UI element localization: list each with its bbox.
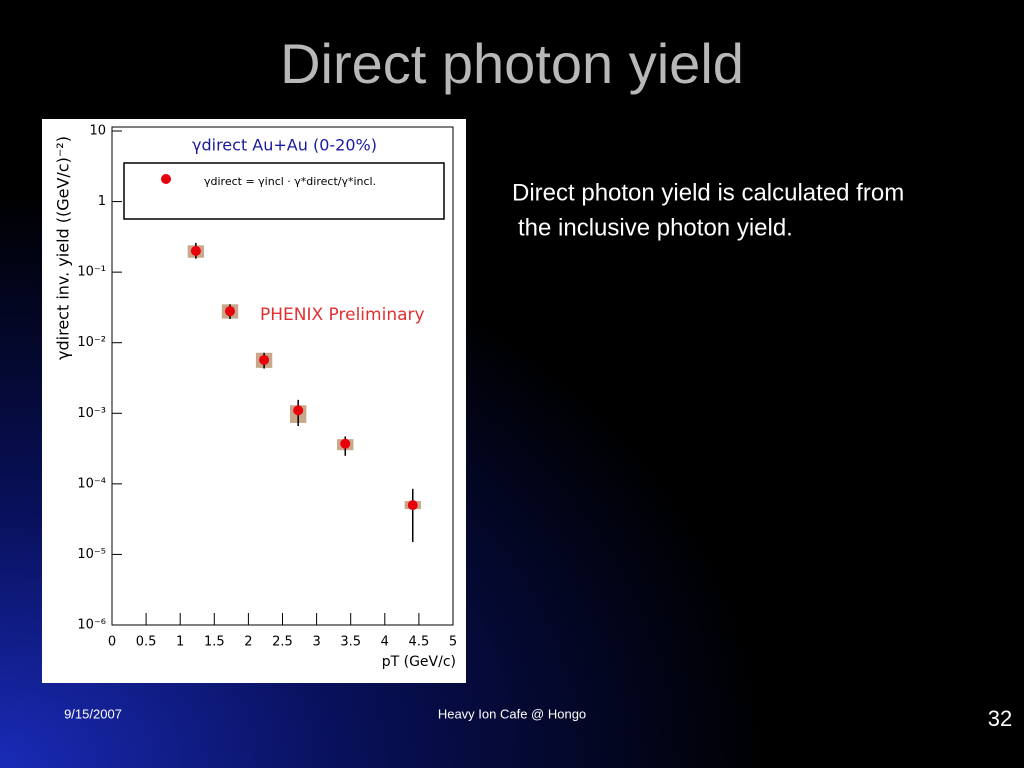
y-tick-label: 10 bbox=[89, 124, 106, 139]
x-tick-label: 2.5 bbox=[272, 635, 293, 650]
x-tick-label: 4.5 bbox=[409, 635, 430, 650]
annotation: PHENIX Preliminary bbox=[260, 305, 425, 325]
y-tick-label: 10⁻⁴ bbox=[77, 476, 106, 491]
chart-title: γdirect Au+Au (0-20%) bbox=[192, 136, 377, 155]
x-tick-label: 1 bbox=[176, 635, 184, 650]
x-tick-label: 3.5 bbox=[340, 635, 361, 650]
x-tick-label: 5 bbox=[449, 635, 457, 650]
x-tick-label: 2 bbox=[244, 635, 252, 650]
footer-text: Heavy Ion Cafe @ Hongo bbox=[438, 706, 586, 721]
chart-panel bbox=[42, 119, 466, 683]
y-tick-label: 10⁻¹ bbox=[77, 265, 106, 280]
x-axis-label: pT (GeV/c) bbox=[382, 654, 456, 670]
y-axis-label: γdirect inv. yield ((GeV/c)⁻²) bbox=[54, 136, 73, 360]
x-tick-label: 0 bbox=[108, 635, 116, 650]
x-tick-label: 0.5 bbox=[136, 635, 157, 650]
data-point bbox=[224, 306, 235, 317]
y-tick-label: 10⁻³ bbox=[77, 406, 106, 421]
y-tick-label: 10⁻⁵ bbox=[77, 547, 106, 562]
slide-title: Direct photon yield bbox=[280, 32, 744, 95]
data-point bbox=[259, 354, 270, 365]
body-text: the inclusive photon yield. bbox=[518, 214, 793, 241]
data-point bbox=[190, 245, 201, 256]
legend-box bbox=[123, 162, 445, 220]
footer-date: 9/15/2007 bbox=[64, 706, 122, 721]
data-point bbox=[293, 405, 304, 416]
data-point bbox=[340, 438, 351, 449]
legend-label: γdirect = γincl · γ*direct/γ*incl. bbox=[204, 175, 376, 188]
data-point bbox=[407, 500, 418, 511]
body-text: Direct photon yield is calculated from bbox=[512, 179, 904, 206]
y-tick-label: 1 bbox=[98, 194, 106, 209]
y-tick-label: 10⁻² bbox=[77, 335, 106, 350]
y-tick-label: 10⁻⁶ bbox=[77, 618, 106, 633]
legend-marker bbox=[161, 174, 171, 184]
x-tick-label: 3 bbox=[312, 635, 320, 650]
x-tick-label: 1.5 bbox=[204, 635, 225, 650]
page-number: 32 bbox=[988, 706, 1012, 731]
x-tick-label: 4 bbox=[381, 635, 389, 650]
